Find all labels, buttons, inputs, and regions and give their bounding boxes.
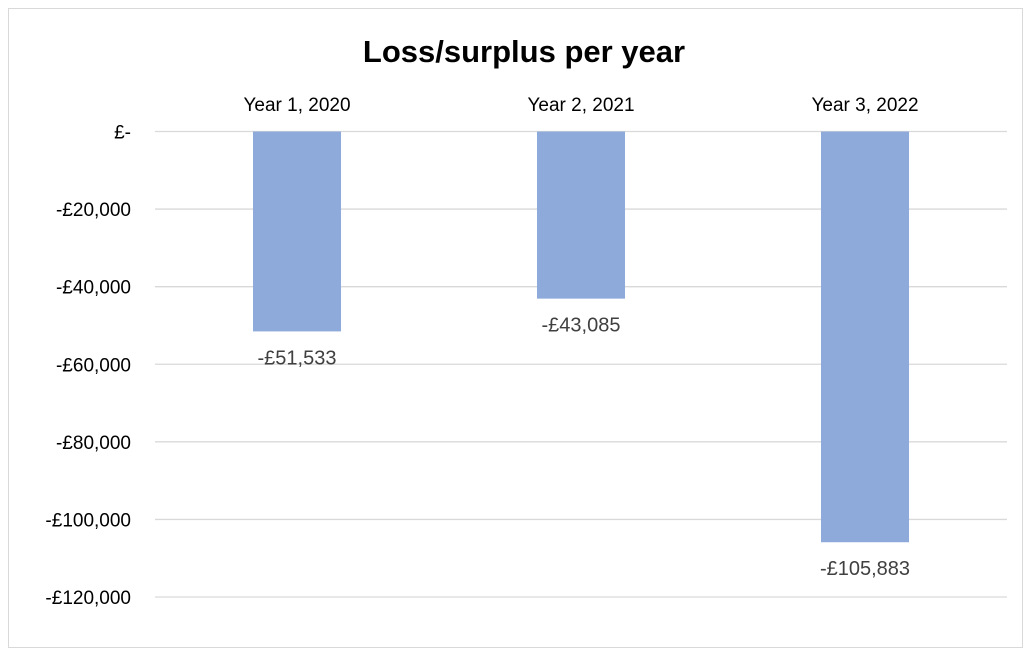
category-labels: Year 1, 2020 Year 2, 2021 Year 3, 2022 (243, 95, 918, 116)
bars (252, 131, 910, 543)
y-tick-label: -£20,000 (56, 200, 131, 221)
data-label: -£43,085 (542, 315, 621, 337)
y-tick-label: -£80,000 (56, 433, 131, 454)
y-tick-label: -£120,000 (45, 588, 131, 609)
y-tick-label: -£40,000 (56, 278, 131, 299)
category-label: Year 3, 2022 (811, 95, 918, 116)
chart: Loss/surplus per year £- -£20,000 -£40,000… (45, 34, 1007, 610)
bar (536, 131, 626, 299)
bar (252, 131, 342, 332)
data-label: -£105,883 (820, 558, 910, 580)
y-tick-label: -£60,000 (56, 355, 131, 376)
category-label: Year 1, 2020 (243, 95, 350, 116)
y-tick-label: -£100,000 (45, 510, 131, 531)
data-labels: -£51,533 -£43,085 -£105,883 (258, 315, 911, 581)
category-label: Year 2, 2021 (527, 95, 634, 116)
y-tick-label: £- (114, 123, 131, 144)
chart-title: Loss/surplus per year (363, 34, 685, 69)
bar (820, 131, 910, 543)
y-axis-ticks: £- -£20,000 -£40,000 -£60,000 -£80,000 -£100,… (45, 123, 131, 610)
data-label: -£51,533 (258, 347, 337, 369)
